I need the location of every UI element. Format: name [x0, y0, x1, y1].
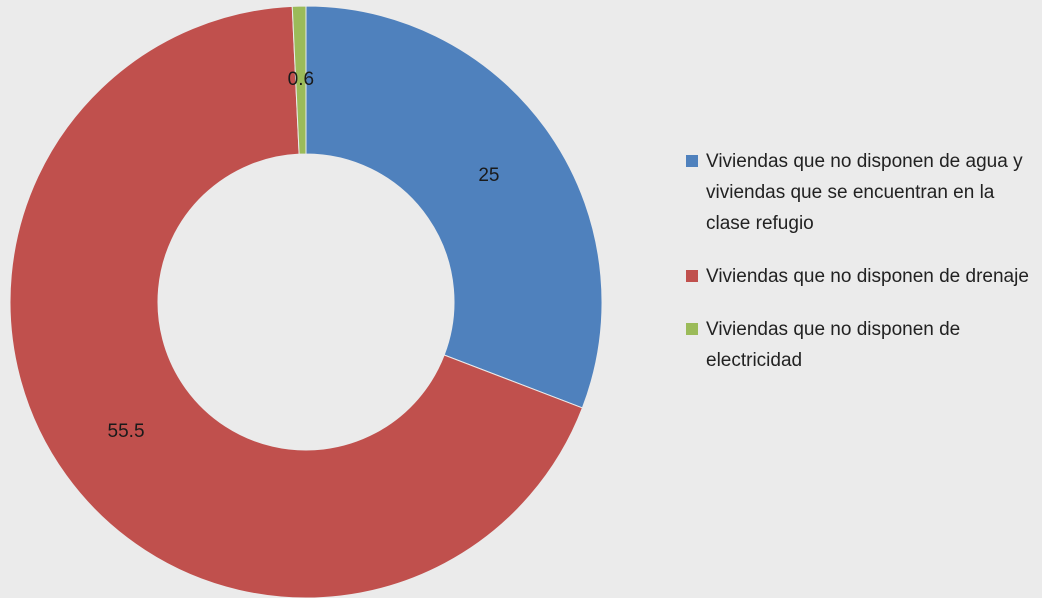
legend-label: Viviendas que no disponen de drenaje — [706, 266, 1029, 287]
data-label: 55.5 — [108, 421, 145, 442]
legend-label: Viviendas que no disponen de electricida… — [706, 319, 961, 371]
legend-swatch — [686, 323, 698, 335]
legend-label: Viviendas que no disponen de agua y vivi… — [706, 151, 1023, 234]
data-label: 25 — [478, 165, 499, 186]
legend-swatch — [686, 155, 698, 167]
legend-entry: Viviendas que no disponen de electricida… — [686, 314, 1036, 376]
legend-entry: Viviendas que no disponen de agua y vivi… — [686, 146, 1036, 239]
legend-entry: Viviendas que no disponen de drenaje — [686, 261, 1036, 292]
slice — [291, 5, 307, 155]
legend-swatch — [686, 270, 698, 282]
legend: Viviendas que no disponen de agua y vivi… — [686, 146, 1036, 398]
slice — [305, 5, 603, 409]
data-label: 0.6 — [288, 69, 314, 90]
